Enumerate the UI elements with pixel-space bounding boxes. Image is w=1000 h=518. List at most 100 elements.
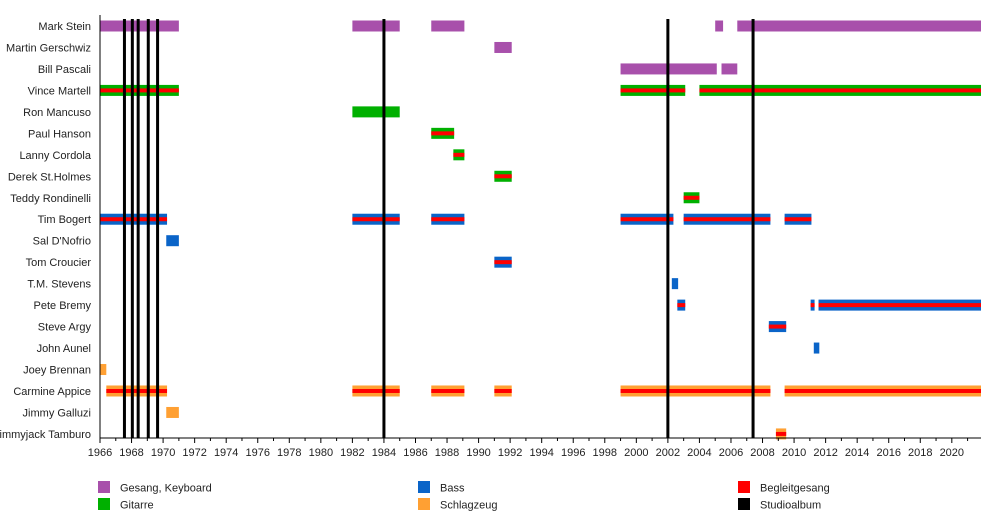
bar-vocals [352, 20, 400, 32]
x-tick-label: 2002 [656, 447, 680, 459]
legend: Gesang, Keyboard Gitarre Bass Schlagzeug Beg… [98, 481, 830, 512]
member-label: Joey Brennan [23, 365, 91, 377]
bar-backing-vocals [620, 217, 674, 222]
x-tick-label: 2004 [687, 447, 711, 459]
legend-swatch-drums [418, 498, 430, 510]
x-tick-label: 2018 [908, 447, 932, 459]
x-tick-label: 1994 [529, 447, 553, 459]
bar-backing-vocals [494, 388, 512, 393]
legend-label: Begleitgesang [760, 483, 830, 495]
x-tick-label: 2014 [845, 447, 869, 459]
x-tick-label: 2000 [624, 447, 648, 459]
x-tick-label: 1992 [498, 447, 522, 459]
bar-bass [671, 278, 679, 290]
member-label: Sal D'Nofrio [33, 236, 91, 248]
x-tick-label: 1980 [309, 447, 333, 459]
legend-label: Gitarre [120, 500, 154, 512]
x-tick-label: 1982 [340, 447, 364, 459]
bar-backing-vocals [494, 260, 512, 265]
x-tick-label: 1974 [214, 447, 238, 459]
bar-bass [813, 342, 820, 354]
bar-backing-vocals [810, 303, 815, 308]
x-tick-label: 1990 [466, 447, 490, 459]
bar-backing-vocals [352, 388, 400, 393]
legend-swatch-backing [738, 481, 750, 493]
bar-drums [100, 364, 107, 376]
legend-label: Bass [440, 483, 465, 495]
bar-backing-vocals [431, 217, 465, 222]
x-tick-label: 2010 [782, 447, 806, 459]
member-label: Mark Stein [38, 21, 91, 33]
bar-backing-vocals [699, 88, 981, 93]
member-label: John Aunel [37, 343, 91, 355]
bar-drums [166, 406, 179, 418]
bar-backing-vocals [431, 388, 465, 393]
bar-backing-vocals [352, 217, 400, 222]
member-label: Pete Bremy [34, 300, 92, 312]
bar-backing-vocals [683, 217, 771, 222]
member-label: Tom Croucier [26, 257, 92, 269]
bar-backing-vocals [494, 174, 512, 179]
x-tick-label: 1966 [88, 447, 112, 459]
bar-vocals [715, 20, 724, 32]
x-tick-label: 2016 [876, 447, 900, 459]
x-tick-label: 1976 [246, 447, 270, 459]
studio-album-lines [122, 19, 755, 438]
member-label: Tim Bogert [38, 214, 91, 226]
x-tick-label: 2006 [719, 447, 743, 459]
member-label: Jimmyjack Tamburo [0, 429, 91, 441]
bar-vocals [431, 20, 465, 32]
x-axis: 1966 1968 1970 1972 1974 1976 1978 1980 1982 1984… [88, 15, 981, 459]
x-tick-label: 1998 [593, 447, 617, 459]
bar-backing-vocals [431, 131, 455, 136]
member-label: Steve Argy [38, 322, 92, 334]
x-tick-label: 1978 [277, 447, 301, 459]
member-label: Carmine Appice [13, 386, 91, 398]
legend-swatch-guitar [98, 498, 110, 510]
member-label: Teddy Rondinelli [10, 193, 91, 205]
member-label: Bill Pascali [38, 64, 91, 76]
bar-backing-vocals [683, 195, 700, 200]
legend-swatch-album [738, 498, 750, 510]
bar-bass [166, 235, 179, 247]
bar-vocals [721, 63, 738, 75]
legend-label: Studioalbum [760, 500, 821, 512]
legend-swatch-vocals [98, 481, 110, 493]
member-label: Paul Hanson [28, 128, 91, 140]
x-tick-label: 1968 [119, 447, 143, 459]
bar-backing-vocals [620, 88, 686, 93]
member-label: Martin Gerschwiz [6, 42, 91, 54]
x-tick-label: 1986 [403, 447, 427, 459]
member-label: T.M. Stevens [27, 279, 91, 291]
bar-backing-vocals [784, 217, 812, 222]
x-tick-label: 2008 [750, 447, 774, 459]
legend-swatch-bass [418, 481, 430, 493]
bar-guitar [352, 106, 400, 118]
bar-backing-vocals [775, 431, 787, 436]
x-tick-label: 2012 [813, 447, 837, 459]
member-label: Vince Martell [28, 85, 91, 97]
x-tick-label: 1970 [151, 447, 175, 459]
bar-vocals [737, 20, 981, 32]
x-tick-label: 2020 [940, 447, 964, 459]
member-label: Lanny Cordola [19, 150, 91, 162]
member-bars [100, 20, 981, 440]
bar-backing-vocals [784, 388, 981, 393]
x-tick-label: 1972 [182, 447, 206, 459]
x-tick-label: 1996 [561, 447, 585, 459]
member-label: Ron Mancuso [23, 107, 91, 119]
bar-backing-vocals [453, 152, 465, 157]
legend-label: Schlagzeug [440, 500, 498, 512]
bar-backing-vocals [677, 303, 686, 308]
member-label: Derek St.Holmes [8, 171, 92, 183]
x-tick-label: 1984 [372, 447, 396, 459]
member-labels: Mark Stein Martin Gerschwiz Bill Pascali Vi… [0, 21, 92, 441]
bar-backing-vocals [620, 388, 771, 393]
legend-label: Gesang, Keyboard [120, 483, 212, 495]
bar-backing-vocals [818, 303, 981, 308]
bar-vocals [494, 41, 512, 53]
member-label: Jimmy Galluzi [23, 407, 91, 419]
x-tick-label: 1988 [435, 447, 459, 459]
bar-backing-vocals [768, 324, 787, 329]
